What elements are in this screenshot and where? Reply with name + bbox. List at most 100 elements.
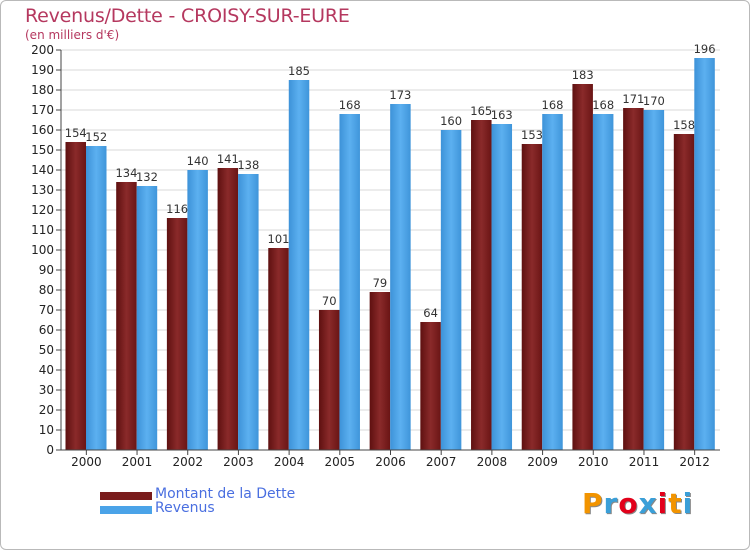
bar-revenus xyxy=(643,110,665,450)
bar-dette xyxy=(623,108,644,450)
y-tick-label: 20 xyxy=(39,403,54,417)
data-label: 163 xyxy=(491,108,513,122)
x-tick-label: 2003 xyxy=(223,455,254,469)
data-label: 168 xyxy=(542,98,564,112)
bar-dette xyxy=(116,182,137,450)
data-label: 141 xyxy=(217,152,239,166)
bar-revenus xyxy=(288,80,310,450)
y-tick-label: 170 xyxy=(31,103,54,117)
data-label: 170 xyxy=(643,94,665,108)
legend-label-dette: Montant de la Dette xyxy=(155,486,296,502)
bar-dette xyxy=(318,310,340,450)
y-tick-label: 130 xyxy=(31,183,54,197)
bar-revenus xyxy=(136,186,158,450)
logo-letter: o xyxy=(618,487,639,520)
data-label: 196 xyxy=(694,42,716,56)
bar-revenus xyxy=(86,146,107,450)
legend-swatch-dette xyxy=(100,492,152,500)
bar-revenus xyxy=(694,58,715,450)
data-label: 116 xyxy=(166,202,188,216)
y-tick-label: 90 xyxy=(39,263,54,277)
bar-revenus xyxy=(491,124,513,450)
bar-revenus xyxy=(592,114,614,450)
y-tick-label: 0 xyxy=(46,443,54,457)
bar-dette xyxy=(420,322,441,450)
y-tick-label: 50 xyxy=(39,343,54,357)
bars xyxy=(65,58,715,450)
data-label: 165 xyxy=(470,104,492,118)
x-tick-label: 2006 xyxy=(375,455,406,469)
data-label: 183 xyxy=(572,68,594,82)
data-label: 70 xyxy=(322,294,337,308)
chart-title: Revenus/Dette - CROISY-SUR-EURE xyxy=(25,5,350,27)
y-tick-label: 160 xyxy=(31,123,54,137)
bar-revenus xyxy=(339,114,360,450)
y-tick-label: 30 xyxy=(39,383,54,397)
data-label: 173 xyxy=(389,88,411,102)
bar-revenus xyxy=(542,114,563,450)
bar-dette xyxy=(268,248,289,450)
y-tick-label: 100 xyxy=(31,243,54,257)
chart-subtitle: (en milliers d'€) xyxy=(25,28,120,42)
x-tick-label: 2007 xyxy=(426,455,457,469)
bar-dette xyxy=(521,144,543,450)
x-tick-label: 2009 xyxy=(527,455,558,469)
y-tick-label: 120 xyxy=(31,203,54,217)
logo-letter: i xyxy=(682,487,694,520)
bar-dette xyxy=(471,120,492,450)
y-tick-label: 180 xyxy=(31,83,54,97)
legend-swatch-revenus xyxy=(100,506,152,514)
y-tick-label: 70 xyxy=(39,303,54,317)
x-tick-label: 2011 xyxy=(629,455,660,469)
bar-dette xyxy=(166,218,188,450)
logo-letter: i xyxy=(657,487,669,520)
data-label: 168 xyxy=(339,98,361,112)
proxiti-logo: Proxiti xyxy=(582,487,693,520)
bar-dette xyxy=(572,84,593,450)
y-tick-label: 80 xyxy=(39,283,54,297)
data-label: 160 xyxy=(440,114,462,128)
logo-letter: x xyxy=(638,487,658,520)
data-label: 152 xyxy=(85,130,107,144)
bar-dette xyxy=(65,142,86,450)
data-label: 185 xyxy=(288,64,310,78)
bar-revenus xyxy=(440,130,462,450)
y-tick-label: 110 xyxy=(31,223,54,237)
y-tick-label: 200 xyxy=(31,43,54,57)
x-tick-label: 2010 xyxy=(578,455,609,469)
x-tick-label: 2004 xyxy=(274,455,305,469)
x-tick-label: 2002 xyxy=(172,455,203,469)
x-tick-label: 2000 xyxy=(71,455,102,469)
data-label: 154 xyxy=(65,126,87,140)
bar-revenus xyxy=(187,170,208,450)
legend-label-revenus: Revenus xyxy=(155,500,215,516)
data-label: 140 xyxy=(187,154,209,168)
logo-letter: r xyxy=(603,487,619,520)
data-label: 64 xyxy=(423,306,438,320)
x-tick-label: 2008 xyxy=(477,455,508,469)
x-tick-label: 2001 xyxy=(122,455,153,469)
y-tick-label: 140 xyxy=(31,163,54,177)
y-tick-label: 60 xyxy=(39,323,54,337)
x-tick-label: 2005 xyxy=(325,455,356,469)
data-label: 101 xyxy=(268,232,290,246)
data-label: 153 xyxy=(521,128,543,142)
data-label: 79 xyxy=(373,276,388,290)
y-tick-label: 40 xyxy=(39,363,54,377)
bar-revenus xyxy=(390,104,411,450)
bar-revenus xyxy=(238,174,259,450)
y-tick-label: 10 xyxy=(39,423,54,437)
data-label: 171 xyxy=(622,92,644,106)
bar-dette xyxy=(673,134,695,450)
data-label: 168 xyxy=(592,98,614,112)
logo-letter: P xyxy=(582,487,604,520)
axes: 0 10 20 30 40 50 60 70 80 90 100 110 120 130 140 150 160… xyxy=(31,43,720,469)
data-label: 132 xyxy=(136,170,158,184)
x-tick-label: 2012 xyxy=(679,455,710,469)
y-tick-label: 150 xyxy=(31,143,54,157)
bar-dette xyxy=(217,168,239,450)
logo-letter: t xyxy=(668,487,683,520)
y-tick-label: 190 xyxy=(31,63,54,77)
